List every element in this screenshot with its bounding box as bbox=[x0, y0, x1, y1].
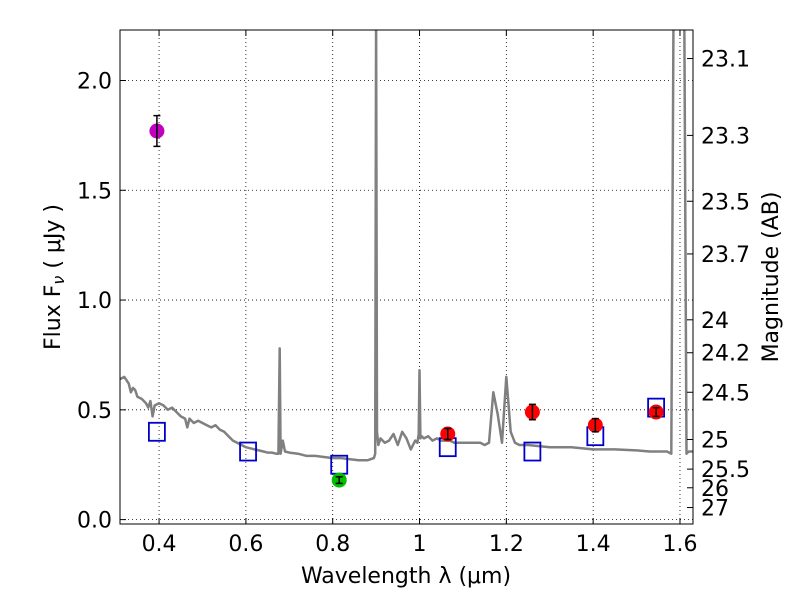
y-tick-label: 2.0 bbox=[77, 69, 112, 94]
right-tick-label: 26 bbox=[701, 477, 729, 502]
right-tick-label: 23.5 bbox=[701, 190, 750, 215]
y-axis-label: Flux Fν ( μJy ) bbox=[41, 204, 68, 350]
right-tick-label: 25 bbox=[701, 428, 729, 453]
right-tick-label: 25.5 bbox=[701, 458, 750, 483]
model-photometry-point bbox=[147, 421, 166, 442]
x-tick-label: 0.4 bbox=[142, 532, 177, 557]
right-axis-label: Magnitude (AB) bbox=[759, 192, 784, 363]
right-tick-label: 24.5 bbox=[701, 381, 750, 406]
model-photometry-point bbox=[239, 441, 257, 462]
model-photometry-point bbox=[523, 441, 542, 462]
right-tick-label: 23.1 bbox=[701, 48, 750, 73]
x-tick-label: 1.4 bbox=[576, 532, 611, 557]
x-tick-label: 0.8 bbox=[315, 532, 350, 557]
x-tick-label: 0.6 bbox=[228, 532, 263, 557]
y-axis-label-subscript: ν bbox=[49, 276, 68, 285]
y-tick-label: 0.5 bbox=[77, 399, 112, 424]
plot-frame bbox=[119, 29, 694, 525]
y-tick-label: 1.5 bbox=[77, 179, 112, 204]
x-tick-label: 1 bbox=[413, 532, 427, 557]
y-axis-label-unit: ( μJy ) bbox=[41, 204, 66, 276]
data-layer bbox=[120, 30, 693, 488]
y-axis-label-main: Flux F bbox=[41, 285, 66, 350]
x-tick-label: 1.6 bbox=[662, 532, 697, 557]
right-tick-label: 24.2 bbox=[701, 342, 750, 367]
y-tick-label: 0.0 bbox=[77, 509, 112, 534]
right-tick-label: 23.7 bbox=[701, 243, 750, 268]
model-sed-line bbox=[120, 30, 693, 462]
right-tick-label: 27 bbox=[701, 497, 729, 522]
y-tick-label: 1.0 bbox=[77, 289, 112, 314]
x-tick-label: 1.2 bbox=[489, 532, 524, 557]
right-tick-label: 24 bbox=[701, 309, 729, 334]
x-axis-label: Wavelength λ (μm) bbox=[301, 564, 511, 589]
axes: 0.4 0.6 0.8 1 1.2 1.4 1.6 0.0 0.5 1.0 1.5 2.0 23.1 23… bbox=[77, 30, 750, 557]
right-tick-label: 23.3 bbox=[701, 124, 750, 149]
